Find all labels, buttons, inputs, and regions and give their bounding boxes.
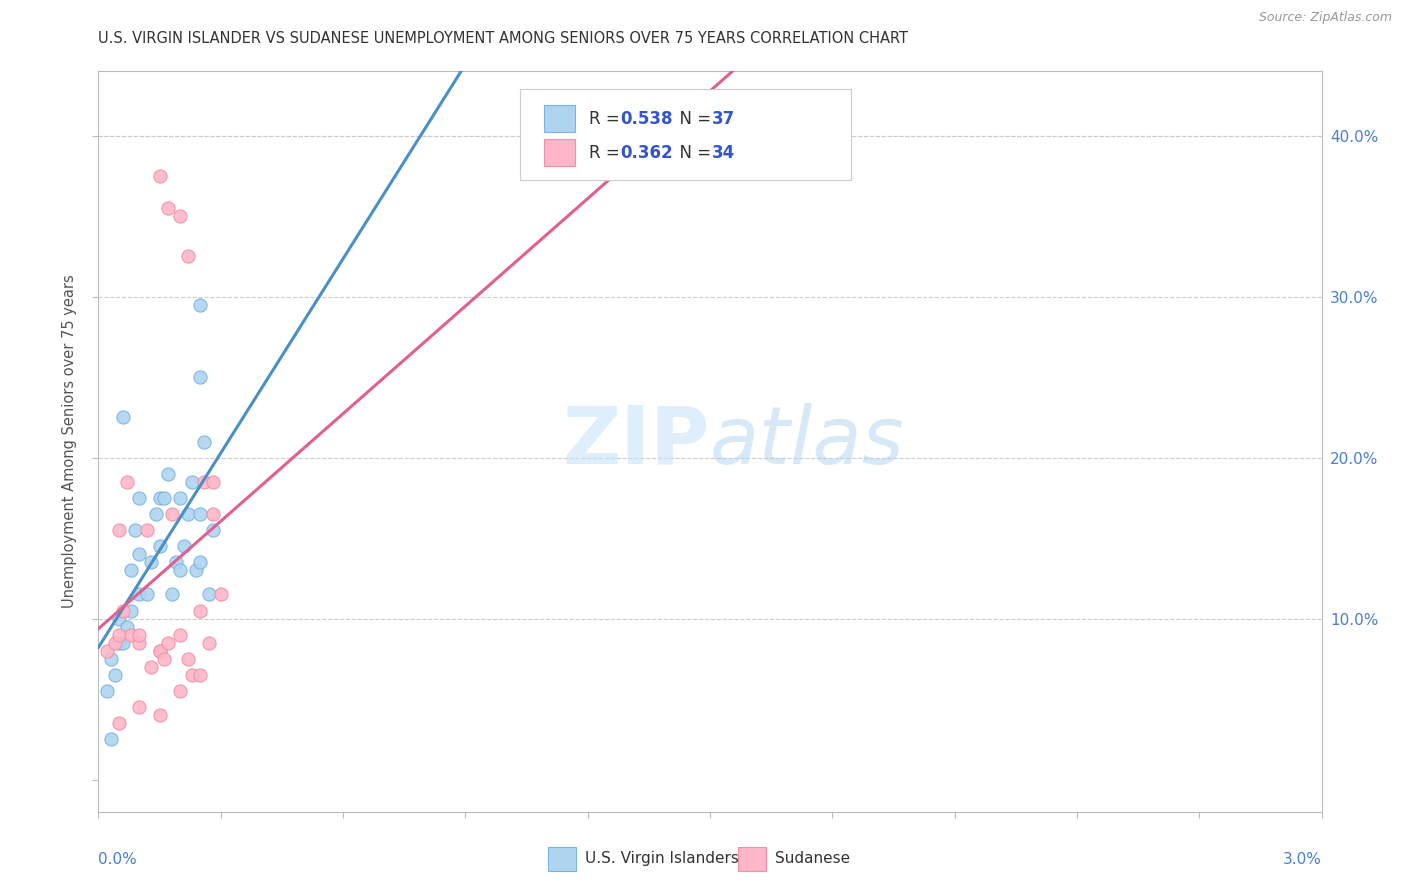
Point	[201, 507, 224, 521]
Point	[188, 668, 212, 682]
Point	[152, 491, 174, 505]
Point	[96, 684, 118, 698]
Point	[128, 636, 150, 650]
Text: N =: N =	[669, 110, 717, 128]
Point	[169, 491, 191, 505]
Point	[108, 611, 131, 625]
Text: R =: R =	[589, 110, 626, 128]
Point	[156, 201, 179, 215]
Point	[108, 636, 131, 650]
Point	[111, 636, 134, 650]
Point	[188, 370, 212, 384]
Point	[181, 475, 204, 489]
Point	[169, 684, 191, 698]
Point	[152, 652, 174, 666]
Point	[177, 250, 200, 264]
Point	[136, 523, 159, 537]
Text: U.S. VIRGIN ISLANDER VS SUDANESE UNEMPLOYMENT AMONG SENIORS OVER 75 YEARS CORREL: U.S. VIRGIN ISLANDER VS SUDANESE UNEMPLO…	[98, 31, 908, 46]
Point	[169, 628, 191, 642]
Point	[173, 539, 195, 553]
Point	[120, 628, 142, 642]
Point	[209, 587, 232, 601]
Point	[177, 507, 200, 521]
Point	[128, 547, 150, 561]
Point	[169, 563, 191, 577]
Point	[104, 636, 127, 650]
Point	[186, 563, 208, 577]
Point	[141, 660, 163, 674]
Point	[100, 732, 122, 747]
Point	[177, 652, 200, 666]
Point	[108, 628, 131, 642]
Text: 0.538: 0.538	[620, 110, 672, 128]
Point	[96, 644, 118, 658]
Point	[115, 619, 138, 633]
Point	[124, 523, 146, 537]
Point	[188, 298, 212, 312]
Text: 37: 37	[711, 110, 735, 128]
Point	[197, 636, 219, 650]
Text: 3.0%: 3.0%	[1282, 852, 1322, 867]
Point	[149, 491, 172, 505]
Text: U.S. Virgin Islanders: U.S. Virgin Islanders	[585, 851, 738, 865]
Point	[136, 587, 159, 601]
Text: R =: R =	[589, 144, 626, 161]
Y-axis label: Unemployment Among Seniors over 75 years: Unemployment Among Seniors over 75 years	[62, 275, 77, 608]
Point	[188, 507, 212, 521]
Point	[111, 410, 134, 425]
Point	[128, 700, 150, 714]
Point	[111, 603, 134, 617]
Point	[201, 523, 224, 537]
Point	[108, 523, 131, 537]
Point	[193, 475, 215, 489]
Point	[156, 636, 179, 650]
Point	[120, 603, 142, 617]
Point	[149, 644, 172, 658]
Point	[104, 668, 127, 682]
Point	[188, 555, 212, 569]
Point	[149, 169, 172, 183]
Point	[149, 539, 172, 553]
Point	[120, 563, 142, 577]
Point	[165, 555, 187, 569]
Point	[156, 467, 179, 481]
Point	[128, 628, 150, 642]
Point	[169, 209, 191, 223]
Point	[149, 644, 172, 658]
Text: atlas: atlas	[710, 402, 905, 481]
Point	[197, 587, 219, 601]
Point	[149, 708, 172, 723]
Point	[108, 716, 131, 731]
Point	[160, 587, 183, 601]
Point	[160, 507, 183, 521]
Point	[115, 475, 138, 489]
Point	[145, 507, 167, 521]
Point	[141, 555, 163, 569]
Point	[193, 434, 215, 449]
Point	[181, 668, 204, 682]
Text: N =: N =	[669, 144, 717, 161]
Point	[100, 652, 122, 666]
Text: 0.0%: 0.0%	[98, 852, 138, 867]
Point	[128, 587, 150, 601]
Point	[188, 603, 212, 617]
Point	[201, 475, 224, 489]
Text: 34: 34	[711, 144, 735, 161]
Point	[128, 491, 150, 505]
Text: Sudanese: Sudanese	[775, 851, 849, 865]
Text: ZIP: ZIP	[562, 402, 710, 481]
Text: Source: ZipAtlas.com: Source: ZipAtlas.com	[1258, 11, 1392, 24]
Text: 0.362: 0.362	[620, 144, 672, 161]
